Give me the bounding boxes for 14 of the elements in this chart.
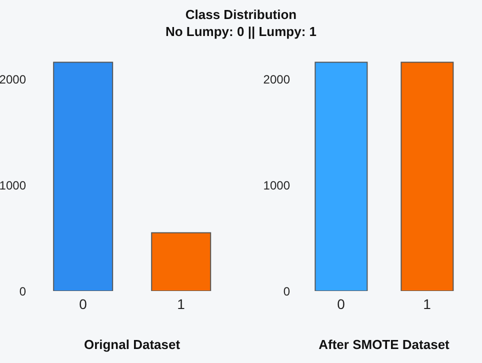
y-tick-label: 0 — [283, 284, 290, 298]
y-tick-label: 2000 — [0, 72, 26, 86]
x-tick-label: 0 — [337, 296, 346, 312]
y-tick-label: 1000 — [263, 178, 290, 192]
y-tick-label: 1000 — [0, 178, 26, 192]
y-tick-label: 2000 — [263, 72, 290, 86]
y-tick-label: 0 — [19, 284, 26, 298]
x-tick-label: 1 — [177, 296, 186, 312]
x-tick-label: 0 — [79, 296, 88, 312]
x-tick-label: 1 — [423, 296, 432, 312]
chart-title: Class Distribution — [184, 6, 298, 23]
x-axis-title: Orignal Dataset — [84, 337, 181, 352]
chart-subtitle: No Lumpy: 0 || Lumpy: 1 — [164, 23, 318, 40]
x-axis-title: After SMOTE Dataset — [318, 337, 450, 352]
